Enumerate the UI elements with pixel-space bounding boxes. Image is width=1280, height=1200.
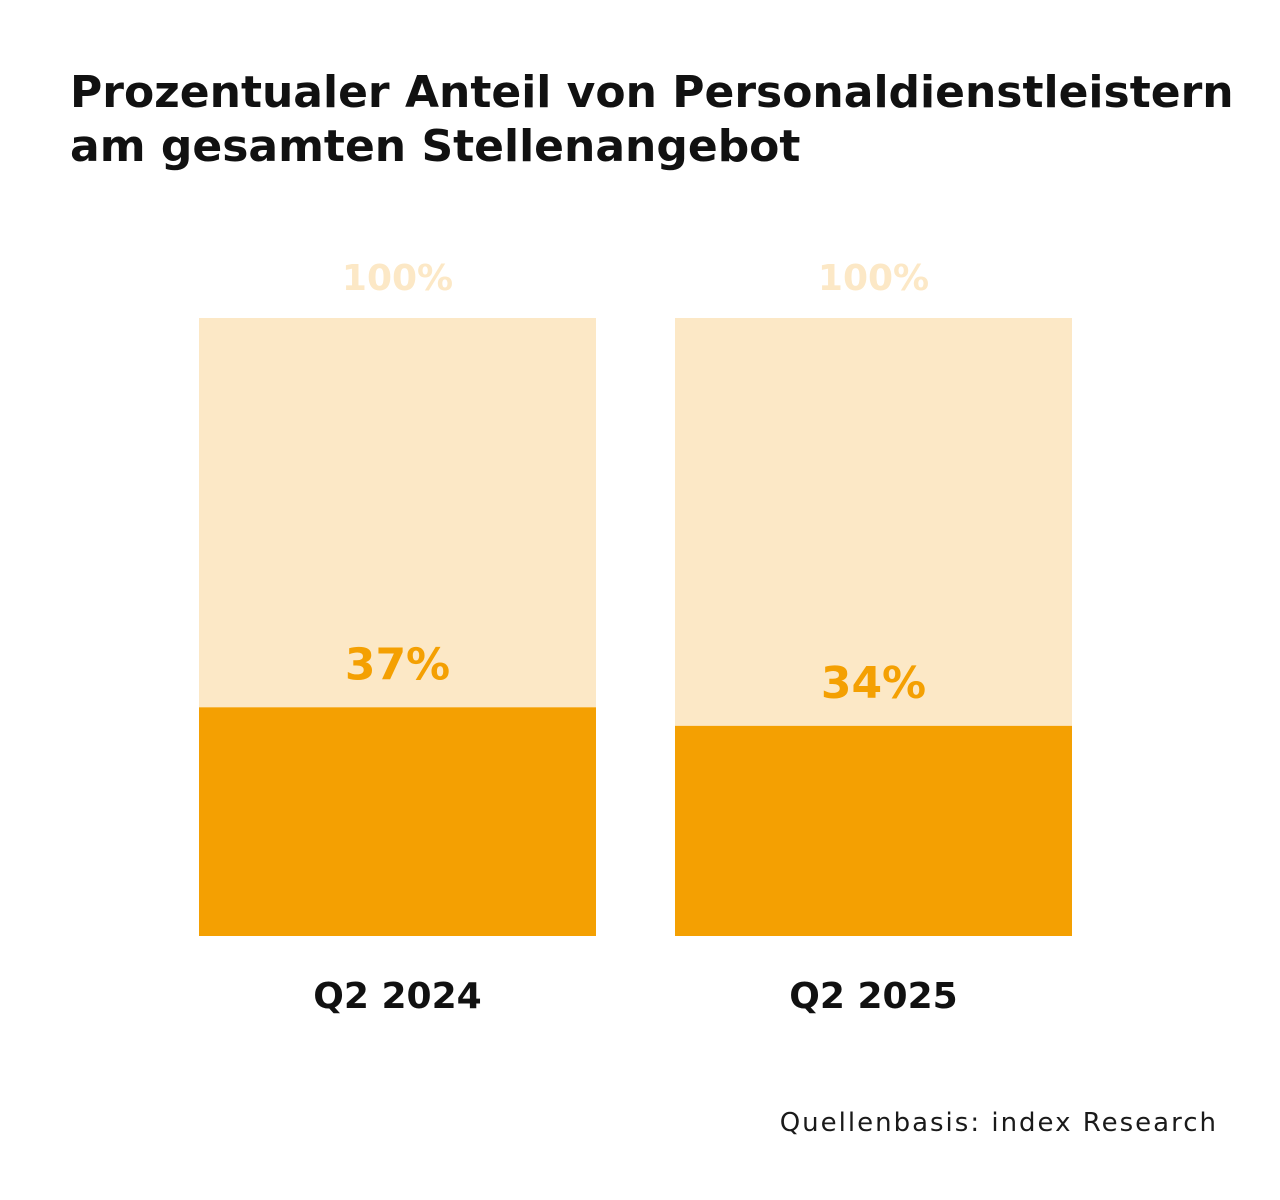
- bar-total-label-1: 100%: [342, 258, 453, 299]
- chart-title: Prozentualer Anteil von Personaldienstle…: [70, 67, 1234, 172]
- category-label-1: Q2 2024: [313, 976, 481, 1017]
- bars-layer: 100% 37% Q2 2024 100% 34% Q2 2025: [199, 258, 1072, 1017]
- source-note: Quellenbasis: index Research: [779, 1108, 1218, 1138]
- bar-value-1: [199, 707, 596, 936]
- bar-value-label-2: 34%: [821, 658, 926, 709]
- category-label-2: Q2 2025: [789, 976, 957, 1017]
- bar-value-label-1: 37%: [345, 639, 450, 690]
- bar-total-label-2: 100%: [818, 258, 929, 299]
- bar-value-2: [675, 725, 1072, 936]
